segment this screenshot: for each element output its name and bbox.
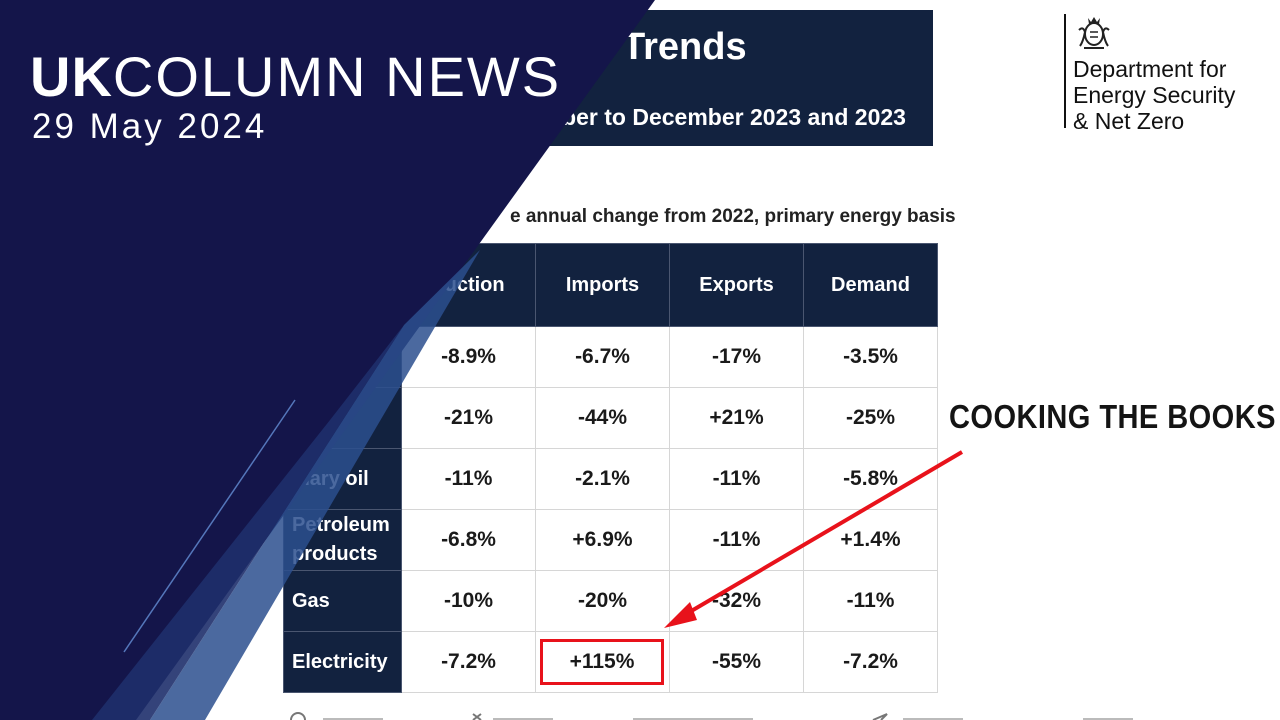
- table-header: Exports: [669, 243, 804, 327]
- table-cell: -3.5%: [803, 326, 938, 388]
- table-cell: -44%: [535, 387, 670, 449]
- footer-icons-strip: [290, 712, 1133, 720]
- table-cell: -17%: [669, 326, 804, 388]
- slide-subtitle: ober to December 2023 and 2023: [548, 104, 906, 130]
- table-header: Imports: [535, 243, 670, 327]
- brand-light: COLUMN NEWS: [112, 45, 562, 108]
- royal-crest-icon: [1078, 17, 1110, 49]
- row-label: Gas: [283, 570, 402, 632]
- annotation-label: COOKING THE BOOKS: [949, 398, 1276, 435]
- table-cell: -55%: [669, 631, 804, 693]
- table-cell: -7.2%: [401, 631, 536, 693]
- department-name-line-2: Energy Security: [1073, 82, 1236, 108]
- table-cell: -20%: [535, 570, 670, 632]
- table-cell: -2.1%: [535, 448, 670, 510]
- table-cell: -7.2%: [803, 631, 938, 693]
- table-cell: -6.7%: [535, 326, 670, 388]
- highlighted-cell: +115%: [535, 631, 670, 693]
- row-label: Electricity: [283, 631, 402, 693]
- table-row: Electricity -7.2% +115% -55% -7.2%: [283, 631, 938, 693]
- table-caption: e annual change from 2022, primary energ…: [510, 206, 956, 227]
- department-name-line-3: & Net Zero: [1073, 108, 1185, 134]
- logo-divider: [1064, 14, 1066, 128]
- highlight-box: +115%: [540, 639, 664, 685]
- table-cell: +21%: [669, 387, 804, 449]
- slide-title: Trends: [622, 26, 747, 68]
- uk-column-news-logo: UKCOLUMN NEWS: [30, 44, 561, 109]
- department-name-line-1: Department for: [1073, 56, 1227, 82]
- table-cell: -11%: [401, 448, 536, 510]
- broadcast-date: 29 May 2024: [32, 107, 268, 146]
- table-header: Demand: [803, 243, 938, 327]
- table-cell: -6.8%: [401, 509, 536, 571]
- brand-bold: UK: [30, 45, 113, 108]
- table-cell: -10%: [401, 570, 536, 632]
- highlighted-value: +115%: [569, 650, 635, 673]
- table-cell: -25%: [803, 387, 938, 449]
- department-name: Department for Energy Security & Net Zer…: [1073, 56, 1273, 134]
- table-cell: -21%: [401, 387, 536, 449]
